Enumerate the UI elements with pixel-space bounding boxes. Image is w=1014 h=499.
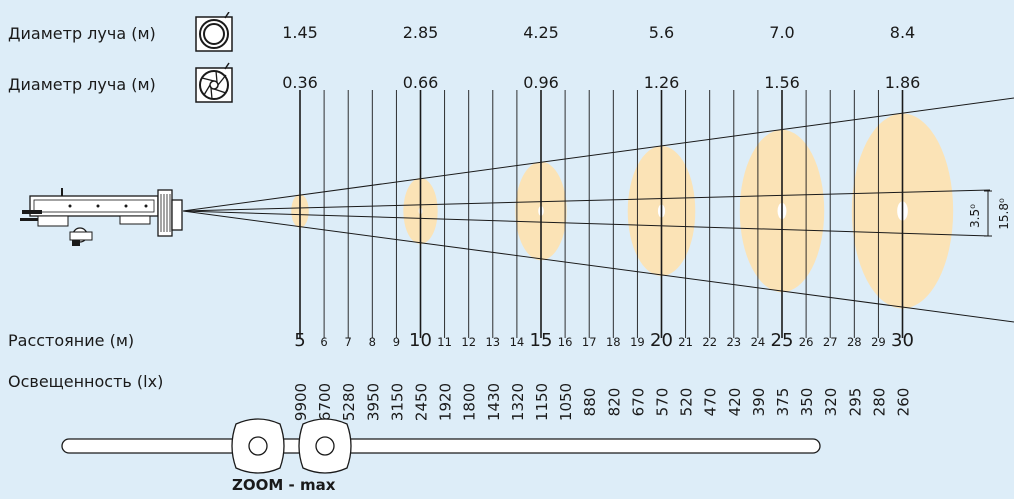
illuminance-value: 1150: [533, 383, 551, 421]
cone-line-1: [182, 97, 1014, 212]
distance-value: 10: [409, 330, 432, 351]
narrow-diameter-value: 1.56: [764, 73, 800, 92]
illuminance-values: 9900 6700 5280 3950 3150 2450 1920 1800 1430 1320…: [292, 383, 913, 421]
distance-value: 6: [320, 335, 327, 349]
beam-diameter-wide-label: Диаметр луча (м): [8, 24, 156, 43]
wide-diameter-value: 2.85: [403, 23, 439, 42]
distance-value: 19: [630, 335, 645, 349]
illuminance-value: 295: [846, 388, 864, 417]
illuminance-value: 280: [870, 388, 888, 417]
illuminance-value: 880: [581, 388, 599, 417]
distance-value: 21: [678, 335, 693, 349]
zoom-knob-left-hole: [248, 436, 268, 456]
illuminance-value: 570: [654, 388, 672, 417]
illuminance-value: 6700: [316, 383, 334, 421]
wide-diameter-value: 7.0: [769, 23, 794, 42]
zoom-knob-left: [231, 418, 285, 474]
illuminance-value: 820: [605, 388, 623, 417]
zoom-knob-right-hole: [315, 436, 335, 456]
distance-value: 12: [461, 335, 476, 349]
zoom-caption: ZOOM - max: [232, 476, 336, 494]
illuminance-value: 670: [629, 388, 647, 417]
illuminance-value: 1050: [557, 383, 575, 421]
cone-line-2: [182, 210, 1014, 323]
narrow-diameter-value: 0.66: [403, 73, 439, 92]
wide-diameter-value: 5.6: [649, 23, 674, 42]
distance-value: 25: [771, 330, 794, 351]
wide-diameter-value: 1.45: [282, 23, 318, 42]
beam-diameter-narrow-label: Диаметр луча (м): [8, 75, 156, 94]
illuminance-value: 1320: [509, 383, 527, 421]
illuminance-value: 350: [798, 388, 816, 417]
distance-value: 28: [847, 335, 862, 349]
distance-value: 9: [393, 335, 400, 349]
illuminance-value: 520: [678, 388, 696, 417]
spotlight-fixture-icon: [20, 188, 183, 246]
distance-value: 5: [294, 330, 305, 351]
cone-line-4: [182, 210, 991, 237]
illuminance-value: 320: [822, 388, 840, 417]
illuminance-value: 2450: [413, 383, 431, 421]
illuminance-value: 375: [774, 388, 792, 417]
illuminance-value: 390: [750, 388, 768, 417]
cone-line-3: [182, 189, 991, 212]
angle-markers: 3.5⁰ 15.8⁰: [968, 190, 1011, 237]
distance-value: 8: [369, 335, 376, 349]
wide-diameter-values: 1.45 2.85 4.25 5.6 7.0 8.4: [282, 23, 915, 42]
illuminance-value: 3950: [364, 383, 382, 421]
zoom-knob-right: [298, 418, 352, 474]
open-aperture-icon: [195, 12, 233, 52]
distance-label: Расстояние (м): [8, 331, 135, 350]
distance-value: 24: [751, 335, 766, 349]
illuminance-value: 3150: [388, 383, 406, 421]
distance-value: 16: [558, 335, 573, 349]
narrow-diameter-value: 0.36: [282, 73, 318, 92]
narrow-diameter-values: 0.36 0.66 0.96 1.26 1.56 1.86: [282, 73, 920, 92]
illuminance-value: 420: [726, 388, 744, 417]
beam-cone-lines: [182, 97, 1014, 323]
distance-value: 18: [606, 335, 621, 349]
illuminance-value: 9900: [292, 383, 310, 421]
illuminance-value: 1800: [461, 383, 479, 421]
distance-values: 5 6 7 8 9 10 11 12 13 14 15 16 17 18 19 20 21 22 23 24 25 26 2…: [294, 330, 914, 351]
iris-shutter-icon: [195, 62, 233, 103]
distance-value: 20: [650, 330, 673, 351]
distance-value: 27: [823, 335, 838, 349]
wide-diameter-value: 8.4: [890, 23, 915, 42]
distance-value: 14: [510, 335, 525, 349]
illuminance-label: Освещенность (lx): [8, 372, 164, 391]
distance-value: 17: [582, 335, 597, 349]
illuminance-value: 1920: [437, 383, 455, 421]
distance-value: 22: [702, 335, 717, 349]
wide-diameter-value: 4.25: [523, 23, 559, 42]
inner-angle-label: 3.5⁰: [968, 204, 982, 228]
distance-value: 23: [726, 335, 741, 349]
illuminance-value: 260: [895, 388, 913, 417]
zoom-track: [61, 438, 821, 454]
distance-value: 30: [891, 330, 914, 351]
distance-value: 7: [345, 335, 352, 349]
distance-value: 11: [437, 335, 452, 349]
illuminance-value: 470: [702, 388, 720, 417]
distance-value: 13: [485, 335, 500, 349]
illuminance-value: 1430: [485, 383, 503, 421]
narrow-diameter-value: 1.26: [644, 73, 680, 92]
zoom-slider: [61, 418, 821, 474]
narrow-diameter-value: 0.96: [523, 73, 559, 92]
outer-angle-label: 15.8⁰: [997, 198, 1011, 230]
distance-value: 29: [871, 335, 886, 349]
narrow-diameter-value: 1.86: [885, 73, 921, 92]
illuminance-value: 5280: [340, 383, 358, 421]
distance-gridlines: [299, 90, 904, 338]
distance-value: 15: [530, 330, 553, 351]
distance-value: 26: [799, 335, 814, 349]
